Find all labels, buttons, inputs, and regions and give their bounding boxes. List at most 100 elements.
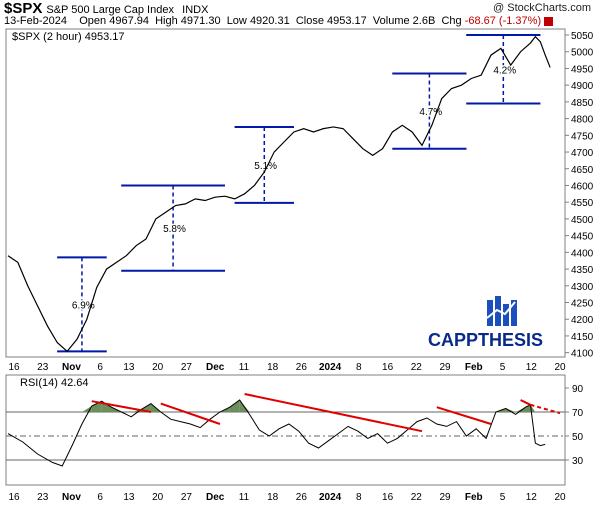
- price-y-tick-label: 4500: [571, 215, 594, 226]
- price-y-tick-label: 5000: [571, 48, 594, 59]
- rsi-overbought-fill: [505, 408, 516, 412]
- quote-date: 13-Feb-2024: [4, 15, 67, 27]
- price-y-tick-label: 4750: [571, 131, 594, 142]
- exchange: INDX: [182, 4, 209, 16]
- price-y-tick-label: 4950: [571, 64, 594, 75]
- rsi-x-tick-label: 8: [356, 492, 362, 503]
- measure-label: 4.2%: [493, 65, 516, 76]
- rsi-overbought-fill: [530, 404, 536, 412]
- price-x-tick-label: 13: [123, 362, 135, 373]
- rsi-overbought-fill: [229, 400, 240, 412]
- price-y-tick-label: 4900: [571, 81, 594, 92]
- close-value: 4953.17: [327, 15, 367, 27]
- rsi-overbought-fill: [239, 400, 250, 412]
- price-x-tick-label: 20: [554, 362, 566, 373]
- rsi-trendline: [244, 393, 423, 433]
- measure-label: 4.7%: [419, 107, 442, 118]
- price-panel-frame: [5, 28, 566, 358]
- close-label: Close: [295, 15, 324, 27]
- rsi-x-tick-label: 2024: [319, 492, 342, 503]
- rsi-trendline: [160, 402, 221, 425]
- price-y-tick-label: 5050: [571, 31, 594, 42]
- price-x-tick-label: 16: [382, 362, 394, 373]
- price-x-tick-label: 18: [267, 362, 279, 373]
- price-x-tick-label: 5: [500, 362, 506, 373]
- volume-value: 2.6B: [412, 15, 436, 27]
- price-x-tick-label: Nov: [62, 362, 81, 373]
- rsi-x-tick-label: 20: [554, 492, 566, 503]
- price-x-tick-label: Feb: [465, 362, 483, 373]
- rsi-trendline: [436, 406, 492, 425]
- low-label: Low: [226, 15, 247, 27]
- price-y-tick-label: 4350: [571, 265, 594, 276]
- price-y-tick-label: 4250: [571, 299, 594, 310]
- price-y-tick-label: 4650: [571, 165, 594, 176]
- low-value: 4920.31: [249, 15, 290, 27]
- open-label: Open: [79, 15, 107, 27]
- chg-label: Chg: [441, 15, 462, 27]
- measure-label: 5.8%: [163, 224, 186, 235]
- rsi-x-tick-label: 16: [382, 492, 394, 503]
- rsi-trendline: [530, 403, 561, 415]
- price-y-tick-label: 4600: [571, 181, 594, 192]
- price-x-tick-label: 23: [37, 362, 49, 373]
- rsi-x-tick-label: 11: [239, 492, 250, 503]
- price-y-tick-label: 4800: [571, 115, 594, 126]
- price-y-tick-label: 4200: [571, 315, 594, 326]
- rsi-x-tick-label: 5: [500, 492, 506, 503]
- rsi-x-tick-label: 6: [97, 492, 103, 503]
- rsi-x-tick-label: 16: [8, 492, 20, 503]
- price-y-tick-label: 4700: [571, 148, 594, 159]
- rsi-panel-frame: [5, 374, 566, 486]
- rsi-trendline: [520, 399, 531, 406]
- index-name: S&P 500 Large Cap Index: [46, 4, 174, 16]
- rsi-x-tick-label: Feb: [465, 492, 483, 503]
- high-label: High: [155, 15, 178, 27]
- rsi-overbought-fill: [525, 404, 531, 412]
- rsi-overbought-fill: [91, 401, 102, 412]
- price-x-tick-label: 26: [296, 362, 308, 373]
- measure-label: 5.1%: [254, 161, 277, 172]
- price-x-tick-label: 22: [411, 362, 423, 373]
- rsi-legend: RSI(14) 42.64: [20, 377, 88, 389]
- price-x-tick-label: 6: [97, 362, 103, 373]
- rsi-y-tick-label: 70: [572, 408, 584, 419]
- price-y-tick-label: 4550: [571, 198, 594, 209]
- chg-value: -68.67 (-1.37%): [464, 15, 542, 27]
- rsi-x-tick-label: Dec: [206, 492, 225, 503]
- price-x-tick-label: 12: [526, 362, 538, 373]
- rsi-x-tick-label: 29: [439, 492, 451, 503]
- high-value: 4971.30: [180, 15, 221, 27]
- volume-label: Volume: [372, 15, 410, 27]
- rsi-x-tick-label: Nov: [62, 492, 81, 503]
- price-x-tick-label: 16: [8, 362, 20, 373]
- open-value: 4967.94: [109, 15, 149, 27]
- price-y-tick-label: 4850: [571, 98, 594, 109]
- price-y-tick-label: 4100: [571, 349, 594, 360]
- ticker-symbol: $SPX S&P 500 Large Cap Index INDX: [4, 0, 208, 17]
- logo-text: CAPPTHESIS: [428, 330, 543, 350]
- rsi-y-tick-label: 30: [572, 456, 584, 467]
- rsi-x-tick-label: 12: [526, 492, 538, 503]
- price-x-tick-label: 20: [152, 362, 164, 373]
- rsi-x-tick-label: 23: [37, 492, 49, 503]
- price-y-tick-label: 4300: [571, 282, 594, 293]
- rsi-x-tick-label: 20: [152, 492, 164, 503]
- rsi-y-tick-label: 50: [572, 432, 584, 443]
- price-x-tick-label: 29: [439, 362, 451, 373]
- price-y-tick-label: 4150: [571, 332, 594, 343]
- quote-line: 13-Feb-2024 Open 4967.94 High 4971.30 Lo…: [4, 15, 554, 27]
- price-x-tick-label: 8: [356, 362, 362, 373]
- rsi-x-tick-label: 13: [123, 492, 135, 503]
- rsi-line: [7, 399, 546, 467]
- price-x-tick-label: 27: [181, 362, 193, 373]
- price-series-line: [7, 35, 551, 353]
- price-x-tick-label: 11: [239, 362, 250, 373]
- price-x-tick-label: 2024: [319, 362, 342, 373]
- price-y-tick-label: 4400: [571, 248, 594, 259]
- chg-down-icon: [544, 16, 554, 26]
- rsi-y-tick-label: 90: [572, 384, 584, 395]
- rsi-x-tick-label: 27: [181, 492, 193, 503]
- rsi-x-tick-label: 26: [296, 492, 308, 503]
